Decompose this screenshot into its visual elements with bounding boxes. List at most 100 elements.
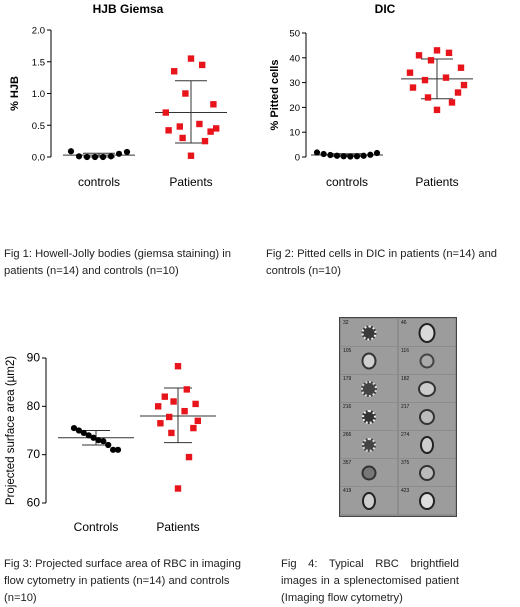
- rbc-cell-shape: [420, 435, 434, 454]
- data-point: [194, 417, 201, 425]
- data-point: [115, 150, 123, 157]
- y-axis-label: % Pitted cells: [269, 60, 281, 131]
- data-point: [421, 76, 429, 84]
- rbc-cell-shape: [419, 408, 435, 425]
- rbc-image-cell: 46: [399, 319, 455, 346]
- data-point: [70, 424, 78, 432]
- rbc-image-cell: 274: [399, 431, 455, 458]
- data-point: [448, 99, 456, 106]
- data-point: [313, 149, 321, 156]
- y-tick-label: 20: [289, 103, 300, 114]
- data-point: [179, 134, 186, 142]
- data-point: [340, 153, 347, 160]
- data-point: [353, 153, 361, 160]
- hjb-giemsa-chart: HJB Giemsa 0.0 0.5 1.0 1.5 2.0 % HJB controls Pa…: [9, 2, 227, 189]
- rbc-image-cell: 423: [399, 487, 455, 514]
- data-point: [360, 152, 367, 159]
- fig1-caption: Fig 1: Howell-Jolly bodies (giemsa stain…: [4, 248, 231, 277]
- data-point: [95, 437, 102, 444]
- fig4-caption: Fig 4: Typical RBC brightfield images in…: [281, 558, 459, 604]
- rbc-image-cell: 32: [341, 319, 397, 346]
- y-tick-label: 60: [27, 496, 41, 510]
- rbc-image-cell: 116: [399, 347, 455, 374]
- data-point: [166, 413, 173, 421]
- rbc-image-cell: 217: [399, 403, 455, 430]
- rbc-image-cell: 179: [341, 375, 397, 402]
- data-point: [174, 363, 182, 370]
- data-point: [165, 127, 172, 134]
- data-point: [91, 153, 99, 161]
- rbc-image-number: 116: [401, 348, 409, 354]
- rbc-cell-shape: [361, 352, 377, 369]
- data-point: [409, 84, 417, 91]
- rbc-image-number: 182: [401, 376, 410, 382]
- data-point: [114, 446, 122, 453]
- data-point: [457, 64, 465, 71]
- rbc-image-number: 357: [343, 460, 352, 466]
- data-point: [433, 106, 441, 114]
- data-point: [327, 151, 334, 159]
- data-point: [176, 123, 183, 130]
- data-point: [201, 137, 209, 145]
- rbc-cell-shape: [361, 325, 377, 340]
- rbc-image-cell: 375: [399, 459, 455, 486]
- y-tick-label: 1.0: [32, 89, 45, 100]
- data-point: [406, 69, 414, 76]
- data-point: [187, 152, 195, 159]
- rbc-cell-shape: [418, 380, 436, 397]
- data-point: [105, 441, 112, 449]
- data-point: [157, 420, 164, 427]
- rbc-cell-shape: [419, 353, 435, 368]
- data-point: [107, 153, 115, 160]
- y-tick-label: 10: [289, 128, 300, 139]
- rbc-brightfield-image-grid: 32 46 105 116 179 182 216 217 266 274 357 375 419 423: [339, 317, 457, 517]
- data-point: [367, 151, 374, 158]
- y-tick-label: 70: [27, 447, 41, 461]
- data-point: [433, 47, 441, 54]
- y-tick-label: 2.0: [32, 26, 45, 37]
- data-point: [192, 400, 199, 408]
- rbc-cell-shape: [418, 322, 436, 343]
- y-tick-label: 90: [27, 351, 41, 365]
- data-point: [196, 120, 203, 128]
- rbc-image-cell: 182: [399, 375, 455, 402]
- data-point: [460, 81, 468, 89]
- data-point: [155, 403, 162, 410]
- data-point: [442, 74, 450, 81]
- data-point: [187, 55, 195, 62]
- rbc-image-number: 216: [343, 404, 352, 410]
- x-category-label: Patients: [169, 175, 212, 189]
- data-point: [210, 101, 217, 108]
- rbc-cell-shape: [419, 464, 435, 481]
- data-point: [168, 429, 175, 437]
- fig2-caption: Fig 2: Pitted cells in DIC in patients (…: [266, 248, 498, 277]
- rbc-image-number: 32: [343, 320, 349, 326]
- y-tick-label: 1.5: [32, 57, 45, 68]
- y-tick-label: 0: [295, 153, 300, 164]
- rbc-image-number: 375: [401, 460, 410, 466]
- chart-title: DIC: [375, 2, 396, 16]
- rbc-image-cell: 266: [341, 431, 397, 458]
- rbc-cell-shape: [362, 409, 376, 424]
- y-tick-label: 0.5: [32, 121, 45, 132]
- data-point: [85, 432, 92, 439]
- rbc-image-number: 46: [401, 320, 407, 326]
- y-tick-label: 0.0: [32, 153, 45, 164]
- data-point: [213, 125, 220, 132]
- rbc-image-number: 423: [401, 488, 410, 494]
- rbc-cell-shape: [362, 437, 376, 452]
- x-category-label: Controls: [74, 520, 119, 534]
- fig3-caption: Fig 3: Projected surface area of RBC in …: [4, 558, 241, 604]
- rbc-image-cell: 105: [341, 347, 397, 374]
- chart-title: HJB Giemsa: [93, 2, 164, 16]
- data-point: [80, 429, 87, 437]
- data-point: [181, 407, 188, 415]
- y-tick-label: 40: [289, 53, 300, 64]
- data-point: [123, 148, 131, 156]
- rbc-image-number: 266: [343, 432, 352, 438]
- data-point: [445, 49, 453, 57]
- projected-surface-area-chart: 60 70 80 90 Projected surface area (µm2) Cont…: [5, 351, 216, 534]
- rbc-image-number: 274: [401, 432, 410, 438]
- data-point: [83, 153, 91, 161]
- y-axis-label: % HJB: [9, 76, 21, 111]
